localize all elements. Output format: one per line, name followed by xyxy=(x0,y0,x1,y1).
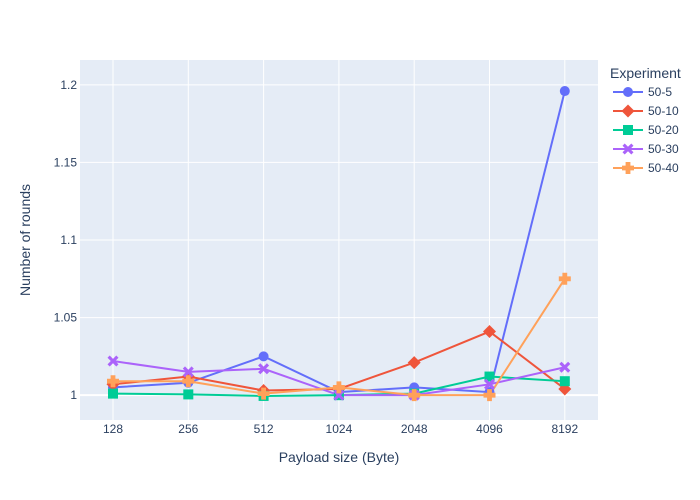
x-tick-label: 128 xyxy=(103,422,123,436)
grid xyxy=(80,60,598,420)
legend-title: Experiment xyxy=(610,65,681,81)
legend-marker xyxy=(623,125,633,135)
data-point-50-40-4096 xyxy=(483,389,496,402)
x-tick-label: 8192 xyxy=(551,422,578,436)
data-point-50-40-1024 xyxy=(332,381,345,394)
legend-item-50-10[interactable]: 50-10 xyxy=(613,104,679,118)
legend-item-50-40[interactable]: 50-40 xyxy=(613,161,679,175)
data-point-50-30-8192 xyxy=(559,361,571,373)
y-tick-label: 1.2 xyxy=(60,78,77,92)
x-tick-label: 4096 xyxy=(476,422,503,436)
y-tick-label: 1.05 xyxy=(54,311,78,325)
legend-item-50-30[interactable]: 50-30 xyxy=(613,142,679,156)
legend-marker xyxy=(622,143,634,155)
x-tick-label: 256 xyxy=(178,422,198,436)
y-tick-label: 1.15 xyxy=(54,155,78,169)
legend-marker xyxy=(622,162,634,174)
data-point-50-20-128 xyxy=(108,388,118,399)
data-point-50-5-512 xyxy=(258,351,269,362)
data-point-50-20-4096 xyxy=(484,371,495,382)
legend-item-50-5[interactable]: 50-5 xyxy=(613,85,672,99)
x-axis-ticks: 128 256 512 1024 2048 4096 8192 xyxy=(103,422,578,436)
data-point-50-40-512 xyxy=(257,387,270,400)
data-point-50-30-512 xyxy=(258,363,270,375)
data-point-50-20-256 xyxy=(183,389,194,400)
data-point-50-40-128 xyxy=(107,375,119,388)
data-point-50-20-8192 xyxy=(559,376,570,387)
x-tick-label: 512 xyxy=(254,422,274,436)
legend-label: 50-40 xyxy=(648,161,679,175)
y-axis-ticks: 1 1.05 1.1 1.15 1.2 xyxy=(54,78,78,402)
data-point-50-5-8192 xyxy=(559,86,570,97)
legend-marker xyxy=(621,104,635,118)
x-tick-label: 2048 xyxy=(401,422,428,436)
series-markers xyxy=(106,86,572,402)
data-point-50-10-4096 xyxy=(483,325,496,339)
legend-label: 50-30 xyxy=(648,142,679,156)
data-point-50-30-128 xyxy=(107,355,119,367)
data-point-50-10-2048 xyxy=(407,356,421,370)
y-tick-label: 1 xyxy=(70,388,77,402)
legend-item-50-20[interactable]: 50-20 xyxy=(613,123,679,137)
y-axis-title: Number of rounds xyxy=(17,184,33,296)
y-tick-label: 1.1 xyxy=(60,233,77,247)
legend-label: 50-10 xyxy=(648,104,679,118)
data-point-50-40-256 xyxy=(182,375,195,388)
legend: Experiment 50-5 50-10 50-20 50-30 50-40 xyxy=(610,65,681,175)
data-point-50-30-1024 xyxy=(333,389,345,401)
data-point-50-30-256 xyxy=(182,366,194,378)
legend-label: 50-20 xyxy=(648,123,679,137)
data-point-50-40-8192 xyxy=(558,272,571,285)
data-point-50-40-2048 xyxy=(408,389,421,402)
legend-label: 50-5 xyxy=(648,85,672,99)
x-axis-title: Payload size (Byte) xyxy=(279,449,400,465)
legend-marker xyxy=(623,87,633,97)
data-point-50-30-4096 xyxy=(484,378,495,390)
x-tick-label: 1024 xyxy=(326,422,353,436)
